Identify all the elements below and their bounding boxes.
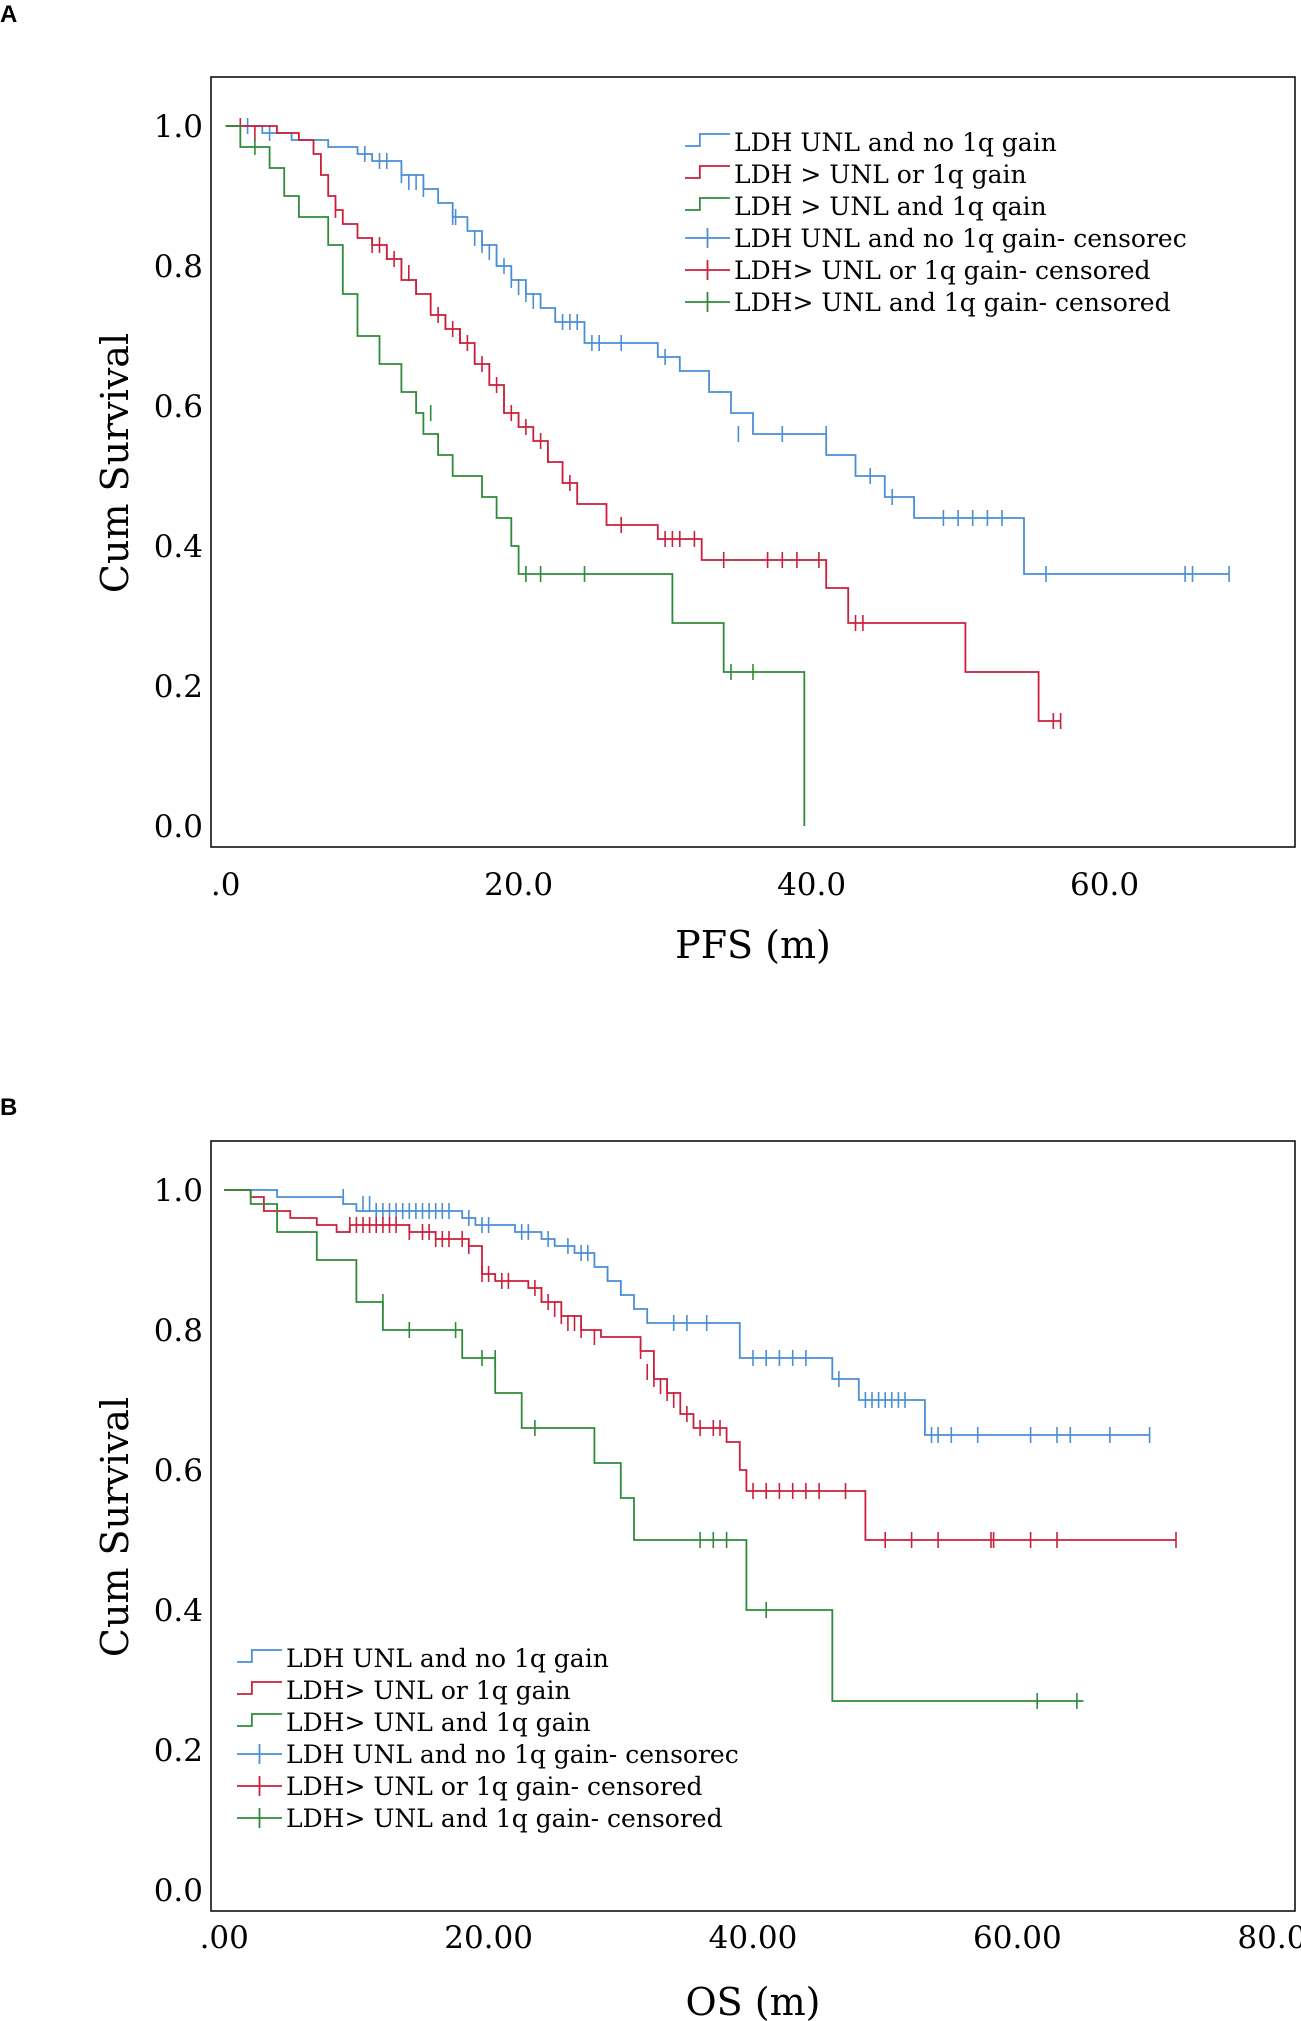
panel-b-legend-label: LDH UNL and no 1q gain- censorec [286, 1740, 739, 1769]
panel-a-series-line-0 [225, 125, 1230, 575]
panel-b-legend-label: LDH> UNL or 1q gain [286, 1676, 571, 1705]
panel-b-legend-line-symbol [237, 1713, 282, 1727]
panel-a-x-tick-label: 60.0 [1070, 867, 1139, 903]
panel-a-legend: LDH UNL and no 1q gain LDH > UNL or 1q ga… [685, 128, 1187, 317]
panel-b-legend-label: LDH> UNL or 1q gain- censored [286, 1772, 703, 1801]
panel-b-series-line-2 [224, 1189, 1084, 1702]
panel-a-legend-censor-symbol [685, 292, 730, 312]
panel-b-legend-label: LDH> UNL and 1q gain- censored [286, 1804, 723, 1833]
panel-b-legend-censor-symbol [237, 1808, 282, 1828]
panel-a-y-ticks: 0.0 0.2 0.4 0.6 0.8 1.0 [154, 109, 203, 845]
panel-b-y-tick-label: 0.8 [154, 1313, 203, 1349]
panel-b-legend-line-symbol [237, 1649, 282, 1663]
panel-a-legend-line-symbol [685, 133, 730, 147]
panel-b-series-line-1 [224, 1189, 1176, 1541]
panel-b-legend-label: LDH UNL and no 1q gain [286, 1644, 609, 1673]
panel-a-y-tick-label: 0.8 [154, 249, 203, 285]
panel-b-legend: LDH UNL and no 1q gain LDH> UNL or 1q gai… [237, 1644, 739, 1833]
panel-b-y-axis-title: Cum Survival [93, 1397, 137, 1657]
panel-a-x-tick-label: 40.0 [777, 867, 846, 903]
panel-a-legend-censor-symbol [685, 228, 730, 248]
panel-a-legend-label: LDH > UNL or 1q gain [734, 160, 1027, 189]
panel-a-x-tick-label: 20.0 [484, 867, 553, 903]
panel-b-y-tick-label: 0.4 [154, 1593, 203, 1629]
panel-a-y-tick-label: 0.6 [154, 389, 203, 425]
panel-a-legend-label: LDH UNL and no 1q gain [734, 128, 1057, 157]
panel-a-legend-label: LDH> UNL or 1q gain- censored [734, 256, 1151, 285]
panel-a: A 0.0 0.2 0.4 0.6 0.8 1.0 .0 20.0 40.0 60.0 LDH … [0, 1, 1296, 967]
panel-a-legend-line-symbol [685, 197, 730, 211]
panel-b-y-ticks: 0.0 0.2 0.4 0.6 0.8 1.0 [154, 1173, 203, 1909]
panel-b-y-tick-label: 0.6 [154, 1453, 203, 1489]
panel-b-y-tick-label: 0.0 [154, 1873, 203, 1909]
panel-a-x-axis-title: PFS (m) [675, 923, 831, 967]
panel-b-legend-line-symbol [237, 1681, 282, 1695]
panel-b-y-tick-label: 0.2 [154, 1733, 203, 1769]
panel-b-x-tick-label: 20.00 [444, 1920, 533, 1956]
panel-a-series-line-2 [225, 125, 806, 826]
panel-a-y-axis-title: Cum Survival [93, 333, 137, 593]
panel-b-x-ticks: .00 20.00 40.00 60.00 80.00 [200, 1920, 1301, 1956]
panel-b-x-tick-label: 40.00 [709, 1920, 798, 1956]
panel-b-y-tick-label: 1.0 [154, 1173, 203, 1209]
panel-b-legend-censor-symbol [237, 1776, 282, 1796]
panel-a-y-tick-label: 0.0 [154, 809, 203, 845]
panel-b-plot [224, 1189, 1177, 1709]
panel-b-frame [210, 1140, 1296, 1912]
panel-b-legend-censor-symbol [237, 1744, 282, 1764]
panel-a-frame [210, 76, 1296, 848]
panel-a-legend-label: LDH UNL and no 1q gain- censorec [734, 224, 1187, 253]
panel-a-x-tick-label: .0 [211, 867, 241, 903]
panel-b-letter: B [0, 1094, 17, 1121]
panel-a-y-tick-label: 1.0 [154, 109, 203, 145]
panel-a-x-ticks: .0 20.0 40.0 60.0 [211, 867, 1139, 903]
panel-a-legend-censor-symbol [685, 260, 730, 280]
panel-b-x-axis-title: OS (m) [686, 1980, 821, 2021]
panel-a-letter: A [0, 1, 17, 28]
panel-b-x-tick-label: 80.00 [1237, 1920, 1301, 1956]
panel-a-y-tick-label: 0.2 [154, 669, 203, 705]
panel-a-y-tick-label: 0.4 [154, 529, 203, 565]
panel-a-legend-line-symbol [685, 165, 730, 179]
panel-a-legend-label: LDH > UNL and 1q qain [734, 192, 1047, 221]
panel-a-plot [225, 118, 1230, 826]
panel-b: B 0.0 0.2 0.4 0.6 0.8 1.0 .00 20.00 40.00 60.00 8… [0, 1094, 1301, 2021]
panel-a-legend-label: LDH> UNL and 1q gain- censored [734, 288, 1171, 317]
panel-b-x-tick-label: 60.00 [973, 1920, 1062, 1956]
panel-b-legend-label: LDH> UNL and 1q gain [286, 1708, 591, 1737]
panel-b-series-line-0 [224, 1189, 1150, 1436]
panel-b-x-tick-label: .00 [200, 1920, 249, 1956]
